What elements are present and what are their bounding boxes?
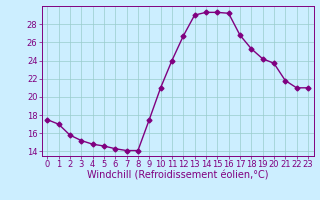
X-axis label: Windchill (Refroidissement éolien,°C): Windchill (Refroidissement éolien,°C): [87, 171, 268, 181]
